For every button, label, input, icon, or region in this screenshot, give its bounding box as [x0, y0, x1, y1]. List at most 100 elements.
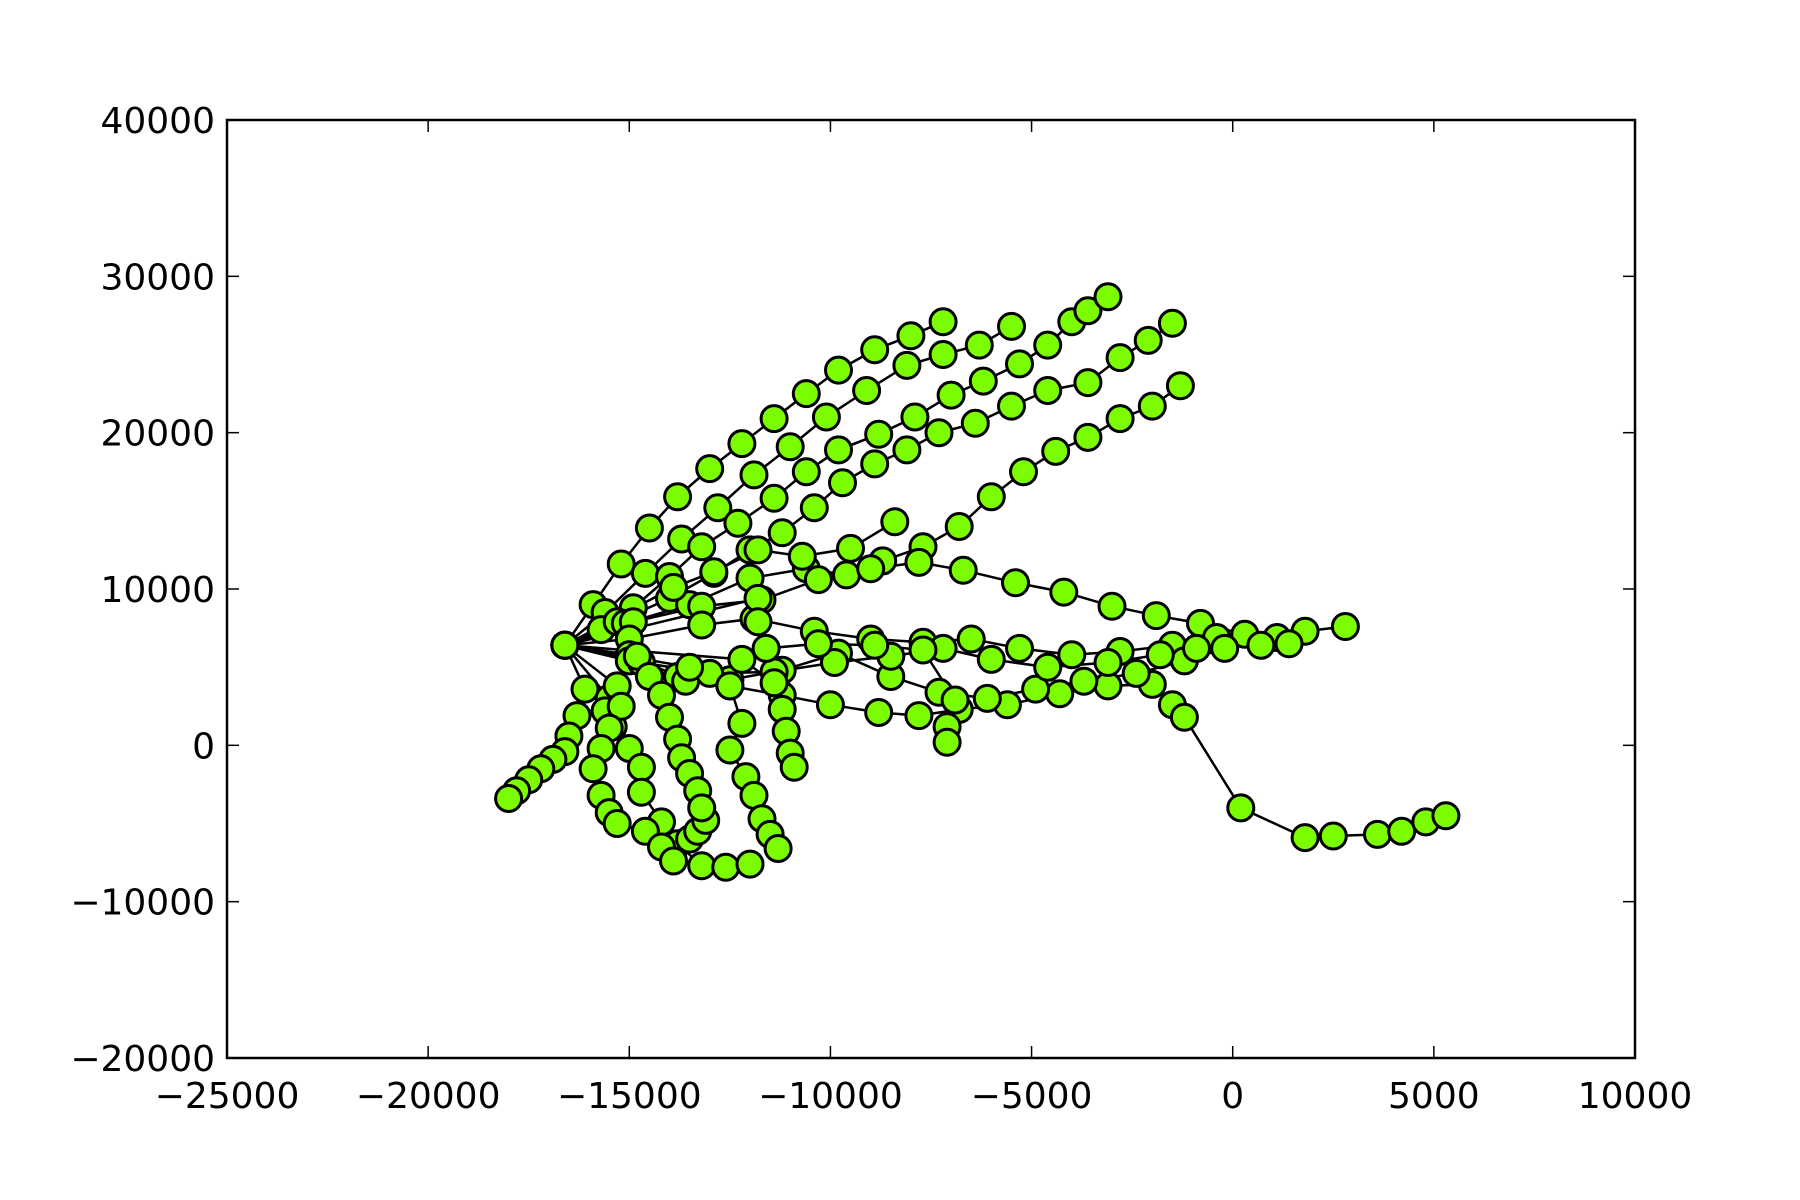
data-point	[703, 493, 733, 523]
data-point	[1226, 793, 1256, 823]
data-point	[960, 408, 990, 438]
data-point	[727, 644, 757, 674]
data-point	[1137, 391, 1167, 421]
data-point	[948, 555, 978, 585]
data-point	[976, 644, 1006, 674]
data-point	[944, 512, 974, 541]
data-point	[602, 809, 632, 838]
data-point	[828, 468, 857, 498]
data-point	[824, 355, 853, 385]
data-point	[1005, 349, 1034, 379]
data-point	[751, 633, 781, 663]
data-point	[743, 535, 773, 565]
data-point	[1001, 568, 1030, 598]
data-point	[997, 391, 1026, 421]
data-point	[799, 493, 829, 523]
data-point	[880, 507, 910, 537]
data-point	[711, 852, 741, 882]
data-point	[634, 513, 664, 543]
data-point	[836, 533, 865, 563]
data-point	[892, 435, 922, 465]
data-point	[976, 482, 1006, 512]
data-point	[1246, 630, 1276, 660]
data-point	[687, 610, 717, 640]
data-point	[1387, 816, 1417, 846]
data-point	[1318, 821, 1348, 851]
data-point	[824, 435, 853, 465]
data-point	[1009, 457, 1038, 487]
data-point	[892, 350, 922, 380]
data-point	[659, 572, 688, 602]
x-tick-label: −20000	[356, 1076, 501, 1117]
data-point	[1431, 801, 1461, 831]
data-point	[1290, 823, 1320, 853]
data-point	[1073, 422, 1103, 452]
data-point	[811, 402, 841, 432]
data-point	[727, 429, 757, 459]
data-point	[972, 683, 1002, 713]
data-point	[860, 630, 890, 660]
data-point	[687, 793, 717, 823]
data-point	[759, 404, 789, 434]
data-point	[630, 558, 660, 588]
data-point	[1274, 629, 1304, 659]
data-point	[924, 418, 954, 448]
data-point	[997, 311, 1026, 341]
data-point	[570, 674, 600, 704]
x-axis: −25000 −20000 −15000 −10000 −5000 0 5000 10000	[155, 120, 1692, 1117]
data-point	[1121, 658, 1151, 688]
data-point	[550, 630, 580, 660]
data-point	[1141, 601, 1171, 631]
data-point	[687, 532, 717, 562]
data-point	[932, 727, 962, 757]
data-point	[1093, 282, 1123, 312]
data-point	[1093, 648, 1123, 677]
y-tick-label: −10000	[70, 883, 215, 924]
x-tick-label: −25000	[155, 1076, 300, 1117]
data-point	[832, 560, 861, 590]
data-point	[815, 690, 845, 720]
data-point	[1145, 640, 1175, 670]
data-point	[860, 335, 890, 365]
data-point	[791, 379, 821, 409]
data-point	[1021, 674, 1051, 704]
x-tick-label: −5000	[971, 1076, 1093, 1117]
data-point	[723, 508, 753, 538]
data-point	[1097, 591, 1127, 621]
data-point	[896, 321, 926, 351]
data-point	[727, 708, 757, 738]
data-point	[864, 698, 894, 727]
data-point	[1363, 819, 1392, 849]
data-point	[1182, 633, 1211, 663]
data-point	[1157, 308, 1187, 338]
data-point	[1005, 633, 1034, 663]
data-point	[940, 685, 970, 715]
data-point	[767, 518, 797, 548]
data-point	[763, 834, 793, 863]
data-point	[820, 648, 849, 677]
data-point	[852, 376, 882, 405]
data-point	[687, 851, 717, 881]
data-point	[904, 701, 934, 731]
data-point	[1069, 666, 1099, 696]
data-point	[743, 607, 773, 637]
data-point	[715, 735, 745, 765]
data-point	[908, 635, 938, 665]
data-point	[1033, 330, 1063, 360]
data-point	[699, 557, 729, 587]
data-point	[759, 483, 789, 513]
data-point	[856, 554, 886, 584]
y-tick-label: 30000	[100, 257, 215, 298]
data-point	[968, 366, 998, 396]
data-point	[715, 671, 745, 701]
data-point	[1165, 371, 1195, 401]
data-point	[1033, 376, 1063, 405]
data-point	[928, 340, 958, 369]
data-point	[1169, 702, 1199, 732]
data-point	[695, 454, 725, 484]
data-point	[803, 629, 833, 659]
data-point	[787, 541, 817, 571]
data-point	[606, 549, 636, 579]
data-point	[964, 330, 994, 360]
data-point	[956, 624, 986, 654]
